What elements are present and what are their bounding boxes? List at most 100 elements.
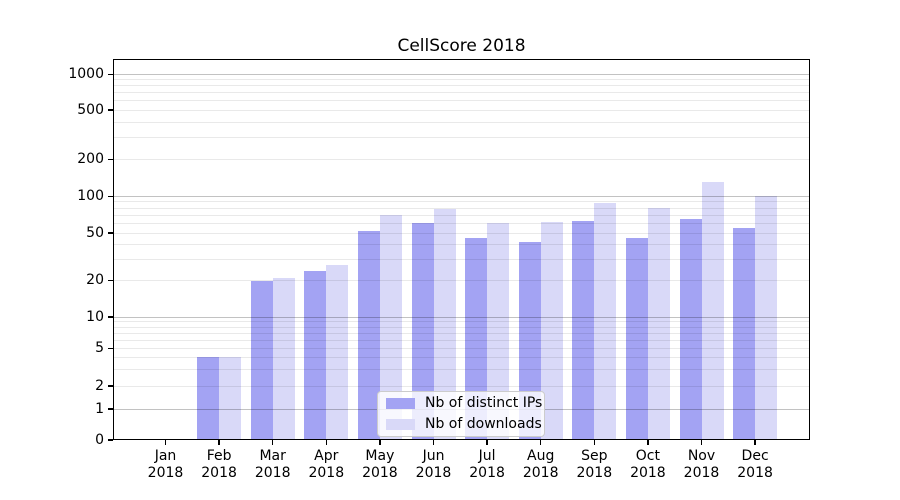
x-tick-label-jan: Jan 2018	[147, 448, 184, 481]
y-tick-mark-50	[107, 232, 113, 234]
bar-distinct-ips-mar	[250, 280, 273, 440]
gridline-minor-3	[114, 368, 809, 370]
chart-title: CellScore 2018	[397, 36, 526, 56]
legend-label-distinct-ips: Nb of distinct IPs	[425, 395, 543, 411]
y-tick-mark-5	[107, 347, 113, 349]
gridline-minor-7	[114, 332, 809, 334]
gridline-major-10	[114, 316, 809, 318]
gridline-minor-700	[114, 92, 809, 94]
gridline-minor-6	[114, 339, 809, 341]
y-tick-label-0: 0	[95, 431, 104, 448]
legend-item-distinct-ips: Nb of distinct IPs	[386, 396, 544, 411]
gridline-minor-60	[114, 222, 809, 224]
gridline-minor-90	[114, 201, 809, 203]
bar-downloads-jul	[487, 223, 510, 440]
bar-distinct-ips-jun	[411, 223, 434, 440]
x-tick-mark-feb	[218, 440, 220, 445]
bar-downloads-feb	[219, 357, 242, 440]
y-tick-label-1: 1	[95, 400, 104, 417]
y-tick-label-50: 50	[86, 224, 104, 241]
y-tick-label-200: 200	[77, 151, 104, 167]
x-tick-mark-mar	[272, 440, 274, 445]
gridline-minor-30	[114, 258, 809, 260]
x-tick-mark-oct	[647, 440, 649, 445]
legend-swatch-distinct-ips	[386, 398, 415, 409]
x-tick-mark-jan	[164, 440, 167, 445]
x-tick-label-apr: Apr 2018	[308, 448, 345, 481]
bar-downloads-sep	[594, 203, 617, 440]
x-tick-mark-nov	[700, 440, 703, 445]
gridline-minor-600	[114, 100, 809, 102]
x-tick-mark-aug	[540, 440, 542, 445]
gridline-major-1000	[114, 74, 809, 75]
y-tick-label-2: 2	[95, 377, 104, 394]
x-tick-label-aug: Aug 2018	[522, 448, 559, 481]
x-tick-label-jul: Jul 2018	[469, 448, 505, 481]
bar-downloads-apr	[326, 264, 349, 440]
bar-distinct-ips-oct	[625, 238, 648, 440]
gridline-minor-8	[114, 326, 809, 328]
gridline-minor-200	[114, 159, 809, 160]
y-tick-mark-20	[107, 279, 113, 282]
x-tick-label-mar: Mar 2018	[254, 448, 291, 481]
gridline-minor-900	[114, 79, 809, 81]
bar-downloads-dec	[755, 196, 778, 440]
gridline-minor-300	[114, 137, 809, 139]
bar-downloads-mar	[272, 277, 295, 440]
x-tick-label-feb: Feb 2018	[201, 448, 237, 481]
legend: Nb of distinct IPs Nb of downloads	[377, 391, 545, 437]
gridline-minor-400	[114, 121, 809, 123]
x-tick-mark-dec	[754, 440, 756, 445]
gridline-minor-80	[114, 207, 809, 209]
x-tick-mark-jul	[486, 440, 488, 445]
gridline-minor-2	[114, 385, 809, 387]
gridline-minor-20	[114, 280, 809, 281]
bar-downloads-nov	[701, 182, 724, 440]
x-tick-label-jun: Jun 2018	[415, 448, 452, 481]
y-tick-mark-2	[107, 385, 113, 387]
y-tick-label-20: 20	[86, 272, 104, 288]
gridline-minor-40	[114, 244, 809, 246]
bar-downloads-may	[379, 215, 402, 440]
bar-distinct-ips-apr	[304, 271, 327, 440]
bar-downloads-aug	[540, 221, 563, 440]
y-tick-mark-1	[107, 408, 113, 410]
legend-label-downloads: Nb of downloads	[425, 416, 542, 432]
y-tick-mark-1000	[107, 73, 113, 76]
gridline-major-100	[114, 195, 809, 197]
bar-downloads-oct	[647, 208, 670, 440]
x-tick-label-may: May 2018	[362, 448, 398, 481]
bar-distinct-ips-may	[357, 230, 380, 440]
bar-distinct-ips-nov	[679, 219, 702, 440]
legend-item-downloads: Nb of downloads	[386, 417, 544, 432]
x-tick-mark-jun	[432, 440, 435, 445]
gridline-minor-50	[114, 232, 809, 234]
y-tick-label-100: 100	[77, 187, 104, 204]
x-tick-mark-sep	[593, 440, 595, 445]
x-tick-label-dec: Dec 2018	[737, 448, 773, 481]
gridline-minor-800	[114, 85, 809, 87]
gridline-minor-4	[114, 356, 809, 358]
y-tick-mark-500	[107, 109, 113, 111]
bar-distinct-ips-dec	[733, 227, 756, 440]
bar-distinct-ips-sep	[572, 220, 595, 440]
gridline-minor-500	[114, 109, 809, 111]
y-tick-label-10: 10	[86, 308, 104, 325]
x-tick-label-nov: Nov 2018	[683, 448, 720, 481]
y-tick-label-500: 500	[77, 101, 104, 118]
x-tick-mark-may	[379, 440, 381, 445]
bar-downloads-jun	[433, 209, 456, 440]
y-tick-mark-10	[107, 316, 113, 318]
x-tick-label-sep: Sep 2018	[576, 448, 613, 481]
y-tick-label-5: 5	[95, 339, 104, 356]
x-tick-mark-apr	[325, 440, 327, 445]
bar-distinct-ips-aug	[518, 242, 541, 440]
y-tick-label-1000: 1000	[68, 66, 104, 82]
y-tick-mark-200	[107, 158, 113, 161]
x-tick-label-oct: Oct 2018	[630, 448, 666, 481]
y-tick-mark-100	[107, 195, 113, 197]
bar-distinct-ips-jul	[465, 238, 488, 440]
